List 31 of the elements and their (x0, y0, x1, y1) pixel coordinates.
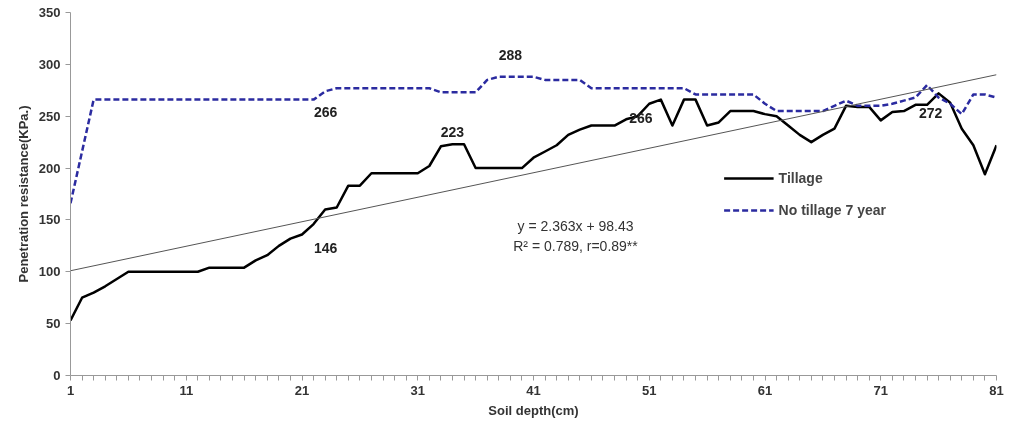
annotation: 266 (629, 109, 653, 126)
y-tick-label: 350 (38, 5, 61, 20)
annotation: 146 (313, 240, 338, 257)
y-tick-label: 250 (38, 108, 61, 124)
y-tick-label: 50 (46, 316, 61, 332)
y-tick-label: 200 (38, 160, 61, 176)
y-tick-label: 0 (53, 368, 61, 383)
y-tick-label: 150 (38, 212, 61, 228)
y-tick-label: 100 (38, 264, 61, 280)
y-tick-label: 300 (38, 56, 61, 72)
x-tick-label: 21 (294, 382, 310, 398)
annotation: y = 2.363x + 98.43 (517, 217, 634, 234)
annotation: 266 (313, 103, 338, 120)
annotation: 288 (498, 46, 523, 63)
y-axis-title: Penetration resistance(KPa.) (15, 105, 31, 283)
x-tick-label: 31 (410, 382, 425, 398)
line-series (70, 75, 997, 205)
x-axis-title: Soil depth(cm) (488, 402, 579, 418)
legend-label: No tillage 7 year (778, 201, 886, 218)
annotation: 223 (440, 124, 465, 141)
x-tick-label: 1 (66, 382, 75, 398)
x-tick-label: 41 (526, 382, 541, 398)
x-tick-label: 61 (757, 382, 773, 398)
x-tick-label: 51 (642, 382, 657, 398)
x-tick-label: 11 (179, 382, 194, 398)
x-tick-label: 81 (989, 382, 1004, 398)
annotation: 272 (918, 105, 943, 122)
line-series (70, 92, 997, 322)
x-tick-label: 71 (873, 382, 888, 398)
annotation: R² = 0.789, r=0.89** (513, 237, 639, 254)
legend-label: Tillage (778, 169, 823, 186)
